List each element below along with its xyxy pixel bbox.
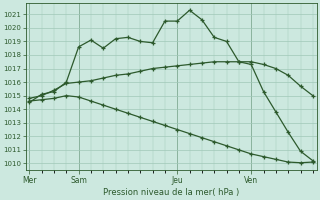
X-axis label: Pression niveau de la mer( hPa ): Pression niveau de la mer( hPa ) [103, 188, 239, 197]
